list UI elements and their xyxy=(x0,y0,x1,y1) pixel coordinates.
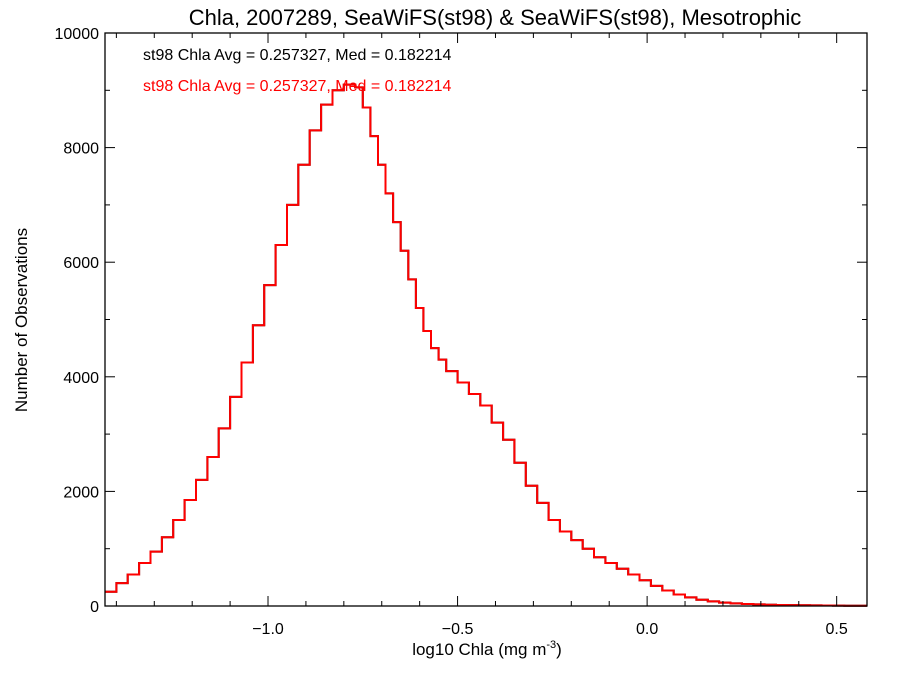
x-axis-label-close: ) xyxy=(556,640,562,659)
annotation-black: st98 Chla Avg = 0.257327, Med = 0.182214 xyxy=(143,47,451,64)
x-axis-label-superscript: -3 xyxy=(546,639,556,651)
x-tick-label: −1.0 xyxy=(252,621,284,638)
series-layer xyxy=(105,83,867,607)
x-tick-label: −0.5 xyxy=(442,621,474,638)
y-axis: 0 2000 4000 6000 8000 10000 xyxy=(55,26,867,616)
chart-title: Chla, 2007289, SeaWiFS(st98) & SeaWiFS(s… xyxy=(189,5,802,30)
y-tick-label: 6000 xyxy=(63,255,99,272)
y-tick-label: 0 xyxy=(90,599,99,616)
y-tick-label: 10000 xyxy=(55,26,100,43)
series-line-1 xyxy=(105,83,867,607)
annotation-red: st98 Chla Avg = 0.257327, Med = 0.182214 xyxy=(143,78,451,95)
x-axis-label-base: log10 Chla (mg m xyxy=(412,640,546,659)
y-tick-label: 2000 xyxy=(63,484,99,501)
x-tick-label: 0.0 xyxy=(636,621,658,638)
y-tick-label: 4000 xyxy=(63,370,99,387)
x-tick-label: 0.5 xyxy=(826,621,848,638)
y-tick-label: 8000 xyxy=(63,141,99,158)
y-axis-label: Number of Observations xyxy=(12,228,31,412)
series-line-0 xyxy=(105,83,867,607)
x-axis: −1.0 −0.5 0.0 0.5 xyxy=(115,33,848,638)
plot-frame xyxy=(104,32,868,607)
x-axis-label: log10 Chla (mg m-3) xyxy=(412,639,562,659)
